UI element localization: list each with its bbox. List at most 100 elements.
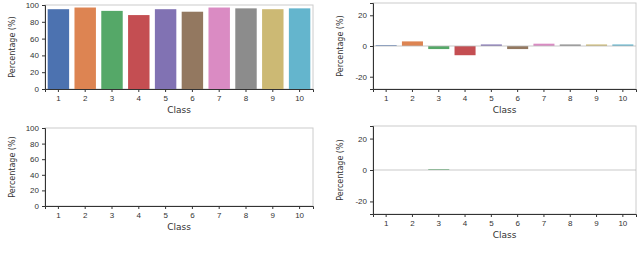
y-axis-line	[370, 4, 374, 90]
y-axis: -20020	[355, 127, 373, 215]
x-tick-mark	[412, 89, 413, 92]
y-axis-title: Percentage (%)	[8, 16, 17, 77]
bar	[289, 206, 310, 207]
x-tick: 2	[410, 214, 415, 228]
y-tick-label: 0	[363, 42, 368, 51]
x-tick-mark	[219, 89, 220, 92]
bars	[373, 41, 636, 55]
x-tick-label: 7	[542, 219, 547, 228]
y-tick-mark	[370, 170, 373, 171]
y-tick-label: 40	[30, 171, 39, 180]
bar	[155, 206, 176, 207]
y-tick: 0	[35, 202, 45, 211]
y-tick-mark	[42, 144, 45, 145]
x-tick: 6	[190, 89, 195, 103]
y-tick-label: 0	[363, 166, 368, 175]
x-tick: 9	[594, 89, 599, 103]
x-tick-mark	[491, 89, 492, 92]
x-axis-line	[374, 215, 637, 218]
y-tick-label: 60	[30, 155, 39, 164]
bar	[208, 206, 229, 207]
x-tick: 5	[163, 206, 168, 220]
plot-frame	[45, 5, 313, 89]
bar	[74, 8, 95, 89]
x-tick-label: 8	[244, 211, 249, 220]
x-tick-label: 4	[137, 211, 142, 220]
x-tick: 9	[271, 89, 276, 103]
y-tick-mark	[42, 128, 45, 129]
x-tick: 3	[437, 89, 442, 103]
x-tick-mark	[517, 89, 518, 92]
y-tick: 20	[358, 135, 373, 144]
y-tick-mark	[42, 89, 45, 90]
plot-frame	[373, 126, 636, 214]
x-axis-title: Class	[167, 105, 191, 115]
bar	[235, 8, 256, 89]
x-tick-mark	[112, 206, 113, 209]
x-tick: 2	[83, 206, 88, 220]
x-tick-label: 2	[410, 94, 415, 103]
x-tick-label: 3	[110, 94, 115, 103]
y-tick-mark	[42, 190, 45, 191]
x-axis-title: Class	[167, 222, 191, 232]
x-tick: 1	[56, 206, 61, 220]
y-tick: 20	[30, 68, 45, 77]
y-tick-mark	[42, 159, 45, 160]
x-axis-line	[46, 207, 314, 210]
bar	[182, 206, 203, 207]
bar	[128, 206, 149, 207]
y-tick-label: 0	[35, 202, 40, 211]
x-tick: 7	[542, 214, 547, 228]
y-tick-label: 40	[30, 51, 39, 60]
bar	[262, 9, 283, 89]
x-tick-label: 1	[384, 219, 389, 228]
x-tick-label: 5	[489, 94, 494, 103]
figure: 02040608010012345678910ClassPercentage (…	[0, 0, 640, 263]
y-axis: 020406080100	[26, 124, 46, 211]
x-tick-label: 4	[137, 94, 142, 103]
plot-frame	[45, 128, 313, 206]
x-tick: 7	[217, 89, 222, 103]
y-tick-label: 20	[358, 11, 367, 20]
zero-line	[373, 170, 636, 171]
x-tick-mark	[412, 214, 413, 217]
x-tick-label: 6	[515, 94, 520, 103]
y-tick: 40	[30, 171, 45, 180]
y-tick-mark	[370, 201, 373, 202]
x-tick-label: 3	[110, 211, 115, 220]
x-axis: 12345678910	[374, 214, 637, 228]
x-tick-label: 4	[463, 219, 468, 228]
x-tick: 2	[410, 89, 415, 103]
y-tick-label: 100	[26, 124, 40, 133]
x-tick: 9	[271, 206, 276, 220]
bars	[48, 8, 311, 89]
x-tick-mark	[192, 89, 193, 92]
x-tick-mark	[272, 89, 273, 92]
panel: 02040608010012345678910ClassPercentage (…	[8, 1, 314, 115]
y-tick-mark	[42, 55, 45, 56]
bar	[48, 9, 69, 89]
x-tick-mark	[272, 206, 273, 209]
x-tick-mark	[192, 206, 193, 209]
x-tick-mark	[246, 89, 247, 92]
x-tick-label: 5	[163, 94, 168, 103]
bar	[235, 206, 256, 207]
x-tick-mark	[570, 214, 571, 217]
x-tick: 2	[83, 89, 88, 103]
x-tick-mark	[386, 214, 387, 217]
x-axis: 12345678910	[374, 89, 637, 103]
x-tick: 10	[618, 89, 627, 103]
bar	[262, 206, 283, 207]
x-tick: 4	[463, 214, 468, 228]
x-tick-mark	[386, 89, 387, 92]
y-tick-mark	[42, 39, 45, 40]
x-tick-mark	[543, 214, 544, 217]
x-tick-mark	[596, 89, 597, 92]
x-tick-label: 9	[594, 94, 599, 103]
y-tick-label: 80	[30, 18, 39, 27]
x-axis: 12345678910	[46, 89, 314, 103]
x-tick-label: 7	[217, 211, 222, 220]
x-tick-label: 6	[190, 211, 195, 220]
x-tick: 10	[618, 214, 627, 228]
x-tick: 3	[110, 89, 115, 103]
